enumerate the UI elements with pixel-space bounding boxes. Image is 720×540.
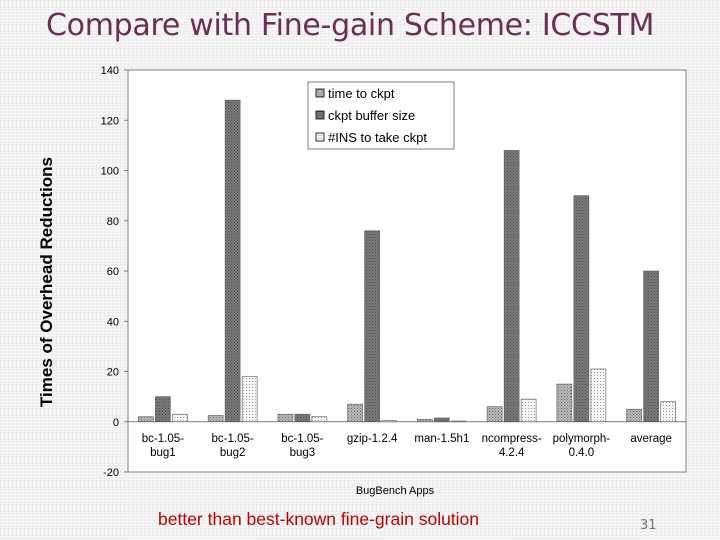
legend-swatch-buffer: [315, 110, 325, 120]
bar-time: [417, 418, 433, 423]
legend-box: [307, 81, 455, 150]
legend-label-buffer: ckpt buffer size: [328, 108, 415, 123]
bar-buffer: [224, 99, 241, 423]
page-number: 31: [640, 518, 657, 533]
y-tick-label: 60: [107, 266, 119, 278]
bar-time: [138, 416, 154, 423]
x-tick-label: bc-1.05-: [212, 433, 254, 445]
x-tick-label: bc-1.05-: [142, 433, 184, 445]
x-axis-label: BugBench Apps: [356, 485, 435, 497]
bar-time: [486, 406, 503, 423]
bar-buffer: [364, 230, 380, 423]
x-tick-label: bc-1.05-: [281, 433, 323, 445]
y-tick-label: 20: [107, 367, 119, 379]
bar-buffer: [503, 150, 520, 423]
bar-ins: [660, 401, 676, 423]
y-tick-label: 140: [101, 65, 119, 77]
x-tick-label: bug2: [220, 447, 246, 459]
bar-ins: [311, 416, 328, 423]
y-tick-label: 0: [113, 417, 119, 429]
x-tick-label: average: [630, 433, 672, 445]
bar-buffer: [434, 417, 450, 423]
x-tick-label: bug3: [290, 447, 316, 459]
bar-ins: [172, 413, 188, 423]
legend-label-ins: #INS to take ckpt: [328, 130, 427, 145]
x-tick-label: bug1: [150, 447, 176, 459]
x-tick-label: ncompress-: [482, 433, 542, 445]
x-tick-label: 4.2.4: [499, 447, 525, 459]
bar-buffer: [643, 270, 659, 423]
x-tick-labels: bc-1.05- bug1 bc-1.05- bug2 bc-1.05- bug3 gzip…: [142, 433, 672, 459]
bar-time: [277, 413, 294, 423]
y-axis-label: Times of Overhead Reductions: [37, 157, 56, 407]
legend-label-time: time to ckpt: [328, 86, 395, 101]
y-tick-label: 120: [101, 115, 119, 127]
x-tick-label: gzip-1.2.4: [347, 433, 398, 445]
bar-buffer: [294, 413, 311, 423]
bar-time: [626, 408, 642, 423]
bar-time: [556, 383, 573, 423]
x-tick-label: 0.4.0: [569, 447, 595, 459]
legend: time to ckpt ckpt buffer size #INS to ta…: [307, 81, 455, 150]
bars: [138, 99, 676, 423]
bar-buffer: [573, 195, 590, 423]
bar-ins: [520, 398, 537, 423]
bar-buffer: [155, 396, 171, 423]
slide-caption: better than best-known fine-grain soluti…: [158, 509, 480, 529]
y-tick-label: -20: [103, 467, 119, 479]
legend-swatch-ins: [315, 132, 325, 142]
bar-time: [347, 403, 363, 423]
bar-ins: [451, 420, 467, 423]
y-tick-label: 100: [101, 166, 119, 178]
legend-swatch-time: [315, 88, 325, 98]
y-tick-label: 80: [107, 216, 119, 228]
bar-time: [207, 415, 224, 423]
y-tick-label: 40: [107, 316, 119, 328]
bar-ins: [590, 368, 607, 423]
x-tick-label: polymorph-: [553, 433, 611, 445]
slide-title: Compare with Fine-gain Scheme: ICCSTM: [46, 8, 655, 43]
x-tick-label: man-1.5h1: [414, 433, 469, 445]
bar-ins: [381, 420, 397, 423]
y-axis: -20 0 20 40 60 80 100 120 140: [101, 65, 128, 479]
bar-ins: [241, 376, 258, 423]
